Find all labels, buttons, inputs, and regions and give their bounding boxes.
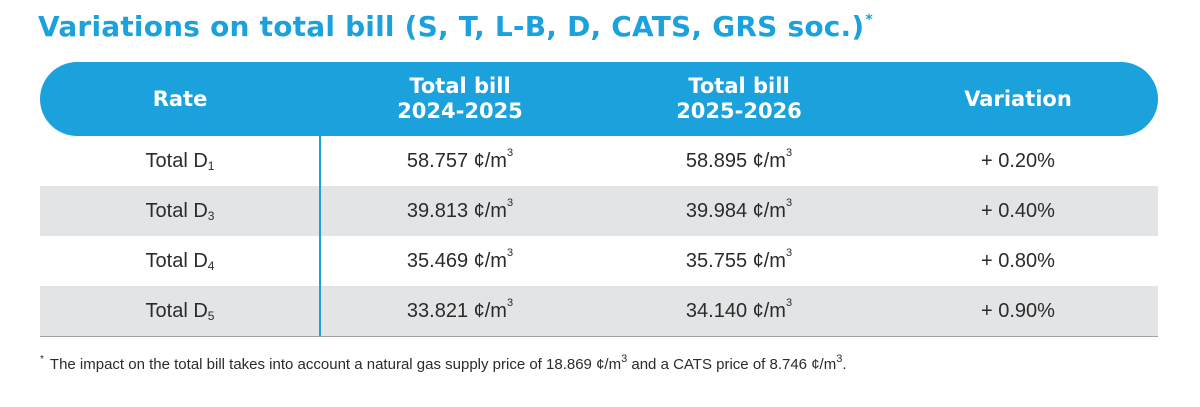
- rate-subscript: 5: [207, 308, 215, 323]
- title-text: Variations on total bill (S, T, L-B, D, …: [38, 10, 865, 43]
- rate-cell: Total D4: [40, 250, 320, 273]
- bill-2025-value: 39.984: [685, 199, 748, 222]
- unit-symbol: ¢/m: [473, 299, 507, 322]
- footnote-exponent-2: 3: [836, 353, 843, 365]
- rate-label: Total D: [145, 149, 208, 172]
- header-bill-2024-line2: 2024-2025: [397, 99, 523, 123]
- rate-cell: Total D1: [40, 150, 320, 173]
- bill-2024-value: 39.813: [406, 199, 469, 222]
- bill-2024-value: 35.469: [406, 249, 469, 272]
- bill-2025-value: 58.895: [685, 149, 748, 172]
- unit-symbol: ¢/m: [473, 249, 507, 272]
- bill-2024-cell: 58.757 ¢/m3: [320, 146, 600, 173]
- bill-2025-cell: 35.755 ¢/m3: [600, 246, 878, 273]
- bill-2024-cell: 33.821 ¢/m3: [320, 296, 600, 323]
- variation-cell: + 0.80%: [981, 249, 1055, 272]
- unit-symbol: ¢/m: [752, 299, 786, 322]
- unit-exponent: 3: [785, 146, 793, 159]
- unit-exponent: 3: [785, 296, 793, 309]
- header-bill-2025-line1: Total bill: [688, 74, 790, 98]
- header-rate: Rate: [152, 86, 208, 111]
- footnote-text-2: and a CATS price of 8.746 ¢/m: [627, 356, 837, 373]
- table-row: Total D4 35.469 ¢/m3 35.755 ¢/m3 + 0.80%: [40, 236, 1158, 286]
- bill-2025-cell: 34.140 ¢/m3: [600, 296, 878, 323]
- rate-cell: Total D3: [40, 200, 320, 223]
- bill-2024-cell: 39.813 ¢/m3: [320, 196, 600, 223]
- column-divider: [319, 136, 321, 336]
- table-row: Total D3 39.813 ¢/m3 39.984 ¢/m3 + 0.40%: [40, 186, 1158, 236]
- rate-subscript: 1: [207, 158, 215, 173]
- unit-exponent: 3: [506, 146, 514, 159]
- table-row: Total D1 58.757 ¢/m3 58.895 ¢/m3 + 0.20%: [40, 136, 1158, 186]
- bill-2024-value: 58.757: [406, 149, 469, 172]
- unit-exponent: 3: [506, 246, 514, 259]
- unit-exponent: 3: [506, 296, 514, 309]
- bill-2025-value: 34.140: [685, 299, 748, 322]
- bill-variation-table: Rate Total bill 2024-2025 Total bill 202…: [40, 62, 1158, 337]
- rate-label: Total D: [145, 249, 208, 272]
- table-header: Rate Total bill 2024-2025 Total bill 202…: [40, 62, 1158, 136]
- variation-cell: + 0.40%: [981, 199, 1055, 222]
- bill-2025-value: 35.755: [685, 249, 748, 272]
- unit-symbol: ¢/m: [473, 199, 507, 222]
- rate-label: Total D: [145, 199, 208, 222]
- unit-symbol: ¢/m: [752, 199, 786, 222]
- rate-subscript: 3: [207, 208, 215, 223]
- footnote: * The impact on the total bill takes into…: [40, 353, 847, 373]
- unit-symbol: ¢/m: [752, 249, 786, 272]
- unit-symbol: ¢/m: [473, 149, 507, 172]
- header-variation: Variation: [964, 86, 1072, 111]
- rate-cell: Total D5: [40, 300, 320, 323]
- page-title: Variations on total bill (S, T, L-B, D, …: [38, 10, 873, 43]
- table-body: Total D1 58.757 ¢/m3 58.895 ¢/m3 + 0.20%…: [40, 136, 1158, 337]
- bill-2024-cell: 35.469 ¢/m3: [320, 246, 600, 273]
- footnote-text-1: The impact on the total bill takes into …: [49, 356, 622, 373]
- header-bill-2025-line2: 2025-2026: [676, 99, 802, 123]
- unit-symbol: ¢/m: [752, 149, 786, 172]
- variation-cell: + 0.20%: [981, 149, 1055, 172]
- rate-label: Total D: [145, 299, 208, 322]
- unit-exponent: 3: [785, 246, 793, 259]
- header-bill-2024-2025: Total bill 2024-2025: [320, 74, 600, 124]
- unit-exponent: 3: [785, 196, 793, 209]
- unit-exponent: 3: [506, 196, 514, 209]
- bill-2025-cell: 58.895 ¢/m3: [600, 146, 878, 173]
- footnote-exponent-1: 3: [621, 353, 628, 365]
- footnote-text-3: .: [842, 356, 847, 373]
- header-bill-2024-line1: Total bill: [409, 74, 511, 98]
- rate-subscript: 4: [207, 258, 215, 273]
- bill-2025-cell: 39.984 ¢/m3: [600, 196, 878, 223]
- header-bill-2025-2026: Total bill 2025-2026: [600, 74, 878, 124]
- title-footnote-marker: *: [865, 12, 873, 28]
- bill-2024-value: 33.821: [406, 299, 469, 322]
- table-row: Total D5 33.821 ¢/m3 34.140 ¢/m3 + 0.90%: [40, 286, 1158, 337]
- variation-cell: + 0.90%: [981, 299, 1055, 322]
- footnote-marker: *: [40, 354, 44, 365]
